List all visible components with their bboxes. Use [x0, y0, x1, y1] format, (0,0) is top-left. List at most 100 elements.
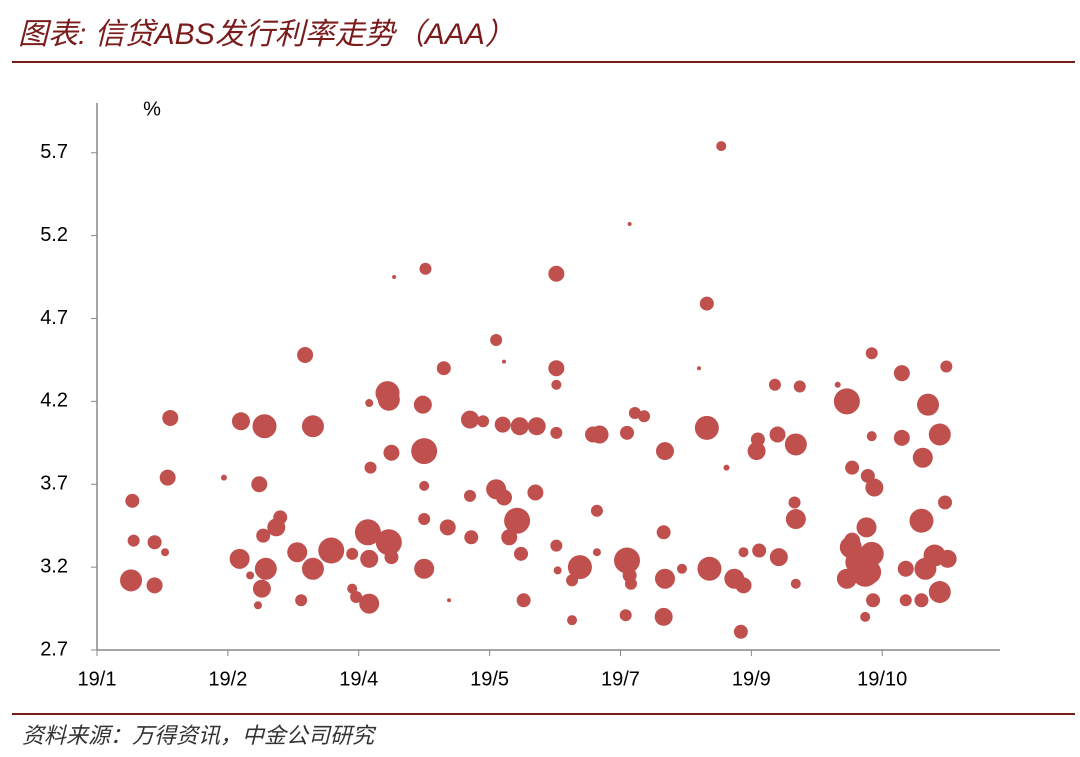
bubble — [928, 580, 951, 603]
bubble — [231, 412, 250, 431]
bubble — [738, 547, 749, 558]
bubble — [146, 577, 163, 594]
bubble — [125, 493, 140, 508]
bubble — [273, 510, 288, 525]
x-tick-label: 19/10 — [857, 668, 907, 690]
bubble — [418, 513, 431, 526]
bubble — [697, 556, 722, 581]
bubble — [938, 549, 957, 568]
bubble — [859, 541, 884, 566]
bubble — [364, 461, 377, 474]
bubble — [834, 381, 841, 388]
bubble — [567, 555, 592, 580]
bubble — [768, 378, 781, 391]
bubble — [246, 571, 255, 580]
bubble — [928, 423, 951, 446]
bubble — [127, 534, 140, 547]
bubble — [940, 360, 953, 373]
x-tick-label: 19/4 — [339, 668, 378, 690]
bubble — [414, 558, 435, 579]
bubble — [833, 388, 860, 415]
bubble — [628, 406, 641, 419]
bubble — [567, 615, 578, 626]
bubble — [162, 409, 179, 426]
bubble — [620, 425, 635, 440]
bubble — [256, 528, 271, 543]
bubble — [252, 414, 277, 439]
bubble — [836, 568, 857, 589]
bubble — [699, 296, 714, 311]
bubble — [460, 410, 479, 429]
y-tick-label: 4.7 — [40, 307, 68, 329]
bubble — [297, 346, 314, 363]
bubble — [159, 469, 176, 486]
bubble — [287, 542, 308, 563]
bubble — [504, 507, 531, 534]
bubble — [516, 593, 531, 608]
bubble — [375, 529, 402, 556]
bubble — [502, 359, 507, 364]
y-tick-label: 3.7 — [40, 473, 68, 495]
bubble — [120, 569, 143, 592]
bubble — [354, 519, 381, 546]
bubble — [897, 560, 914, 577]
bubble — [788, 496, 801, 509]
bubble — [735, 577, 752, 594]
bubble — [785, 509, 806, 530]
bubble — [592, 548, 601, 557]
bubble — [912, 447, 933, 468]
bubble — [624, 577, 637, 590]
bubble — [447, 598, 452, 603]
bubble — [893, 365, 910, 382]
bubble — [301, 415, 324, 438]
bubble — [917, 393, 940, 416]
bubble — [392, 275, 397, 280]
bubble — [436, 361, 451, 376]
bubble — [550, 426, 563, 439]
bubble — [893, 429, 910, 446]
bubble — [769, 426, 786, 443]
bubble — [676, 563, 687, 574]
bubble — [147, 535, 162, 550]
bubble — [365, 399, 374, 408]
bubble — [548, 360, 565, 377]
bubble — [510, 417, 529, 436]
bubble — [752, 543, 767, 558]
bubble — [295, 594, 308, 607]
bubble — [938, 495, 953, 510]
bubble — [360, 549, 379, 568]
bubble — [220, 474, 227, 481]
bubble — [550, 539, 563, 552]
bubble — [627, 222, 632, 227]
bubble — [845, 460, 860, 475]
bubble — [301, 557, 324, 580]
x-tick-label: 19/7 — [601, 668, 640, 690]
bubble — [377, 388, 400, 411]
bubble — [844, 532, 861, 549]
bubble — [790, 578, 801, 589]
chart-title: 图表: 信贷ABS发行利率走势（AAA） — [18, 18, 515, 51]
bubble — [496, 489, 513, 506]
bubble — [865, 347, 878, 360]
y-tick-label: 4.2 — [40, 390, 68, 412]
bubble — [909, 508, 934, 533]
bubble — [656, 525, 671, 540]
x-tick-label: 19/5 — [470, 668, 509, 690]
bubble — [856, 517, 877, 538]
bubble — [251, 476, 268, 493]
bubble — [899, 594, 912, 607]
y-tick-label: 5.7 — [40, 141, 68, 163]
bubble — [857, 560, 882, 585]
bubble — [318, 537, 345, 564]
bubble — [252, 579, 271, 598]
source: 资料来源：万得资讯，中金公司研究 — [22, 723, 377, 748]
bubble — [750, 432, 765, 447]
bubble — [254, 557, 277, 580]
bubble — [359, 593, 380, 614]
bubble — [716, 141, 727, 152]
bubble — [411, 438, 438, 465]
bubble — [384, 550, 399, 565]
bubble — [654, 568, 675, 589]
bubble — [490, 334, 503, 347]
